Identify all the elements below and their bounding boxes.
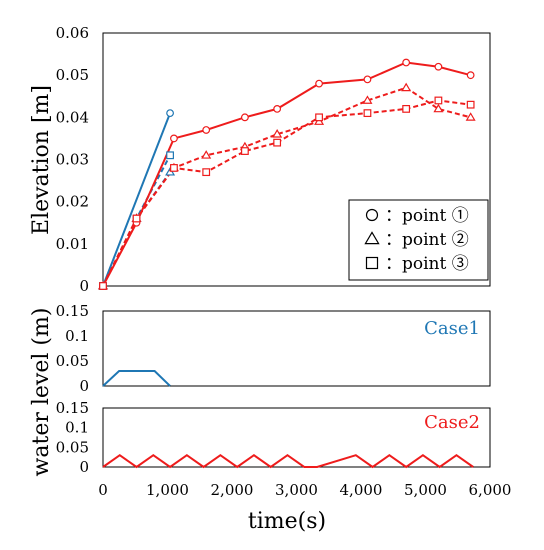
elevation-data-point [166,109,174,118]
case1-y-tick-label: 0 [79,377,89,395]
case2-y-tick-label: 0.05 [56,438,89,456]
elevation-y-tick-label: 0.06 [56,24,89,42]
legend-label: ：point ① [385,206,469,226]
case1-series [102,370,171,387]
elevation-data-point [434,62,443,71]
elevation-data-point [132,214,141,223]
elevation-data-point [401,82,412,92]
x-tick-label: 3,000 [275,481,318,499]
elevation-y-tick-label: 0.03 [56,151,89,169]
x-ticks: 0 1,000 2,000 3,000 4,000 5,000 6,000 [98,481,511,499]
elevation-data-point [433,103,444,113]
elevation-series [97,58,476,290]
elevation-y-tick-label: 0.01 [56,235,89,253]
elevation-data-point [166,151,174,160]
x-tick-label: 6,000 [469,481,512,499]
x-tick-label: 5,000 [404,481,447,499]
elevation-data-point [240,113,249,122]
legend-marker-triangle [364,231,380,245]
elevation-data-point [241,147,249,155]
x-tick-label: 0 [98,481,108,499]
elevation-data-point [402,58,411,67]
elevation-data-point [273,138,282,147]
elevation-data-point [466,100,475,109]
case1-water-level-line [102,370,171,387]
elevation-y-tick-label: 0.04 [56,108,89,126]
legend-marker-square [365,256,379,270]
legend-label: ：point ③ [385,254,469,274]
case2-label: Case2 [424,412,480,433]
water-level-y-axis-title: water level (m) [29,308,54,477]
elevation-y-tick-label: 0.02 [56,193,89,211]
case1-label: Case1 [424,318,480,339]
elevation-data-point [202,168,211,177]
elevation-data-point [170,134,178,143]
case1-plot-frame [102,310,491,387]
elevation-data-point [99,282,107,290]
case1-y-tick-label: 0.1 [65,327,89,345]
case2-water-level-line [102,453,474,469]
case1-y-tick-label: 0.15 [56,302,89,320]
case2-y-tick-label: 0.15 [56,399,89,417]
elevation-data-point [363,75,372,84]
x-tick-label: 2,000 [211,481,254,499]
case2-y-tick-label: 0 [79,458,89,476]
elevation-data-point [466,71,475,80]
x-tick-label: 1,000 [146,481,189,499]
case2-plot-frame [102,407,491,468]
x-tick-label: 4,000 [340,481,383,499]
x-axis-title: time(s) [248,509,326,534]
elevation-data-point [362,95,373,104]
elevation-data-point [170,164,178,172]
elevation-data-point [402,104,411,113]
case2-y-ticks: 0 0.050.1 0.15 [56,399,89,476]
elevation-data-point [363,109,372,118]
elevation-data-point [273,104,282,113]
case1-y-tick-label: 0.05 [56,352,89,370]
elevation-y-ticks: 0 0.01 0.02 0.03 0.04 0.05 0.06 [56,24,89,295]
elevation-panel: 00.010.020.030.040.050.06 ：point ①：point… [29,24,491,295]
elevation-y-tick-label: 0 [79,277,89,295]
case2-panel: 0 0.050.1 0.15 Case2 [56,399,491,476]
case2-y-tick-label: 0.1 [65,419,89,437]
case2-series [102,453,474,469]
elevation-data-point [315,79,323,88]
elevation-data-point [315,113,323,122]
case1-y-ticks: 0 0.05 0.1 0.15 [56,302,89,395]
elevation-data-point [201,150,212,159]
elevation-y-tick-label: 0.05 [56,66,89,84]
elevation-plot-frame [102,32,491,287]
elevation-data-point [202,126,211,134]
elevation-data-point [434,96,443,105]
elevation-y-axis-title: Elevation [m] [29,85,54,235]
elevation-data-point [465,112,476,121]
legend-marker-circle [365,208,379,222]
legend-label: ：point ② [385,230,469,250]
elevation-series-line [102,112,172,287]
legend: ：point ① ：point ② ：point ③ [348,199,489,281]
case1-panel: 0 0.05 0.1 0.15 Case1 [56,302,491,395]
elevation-data-point [272,129,283,138]
